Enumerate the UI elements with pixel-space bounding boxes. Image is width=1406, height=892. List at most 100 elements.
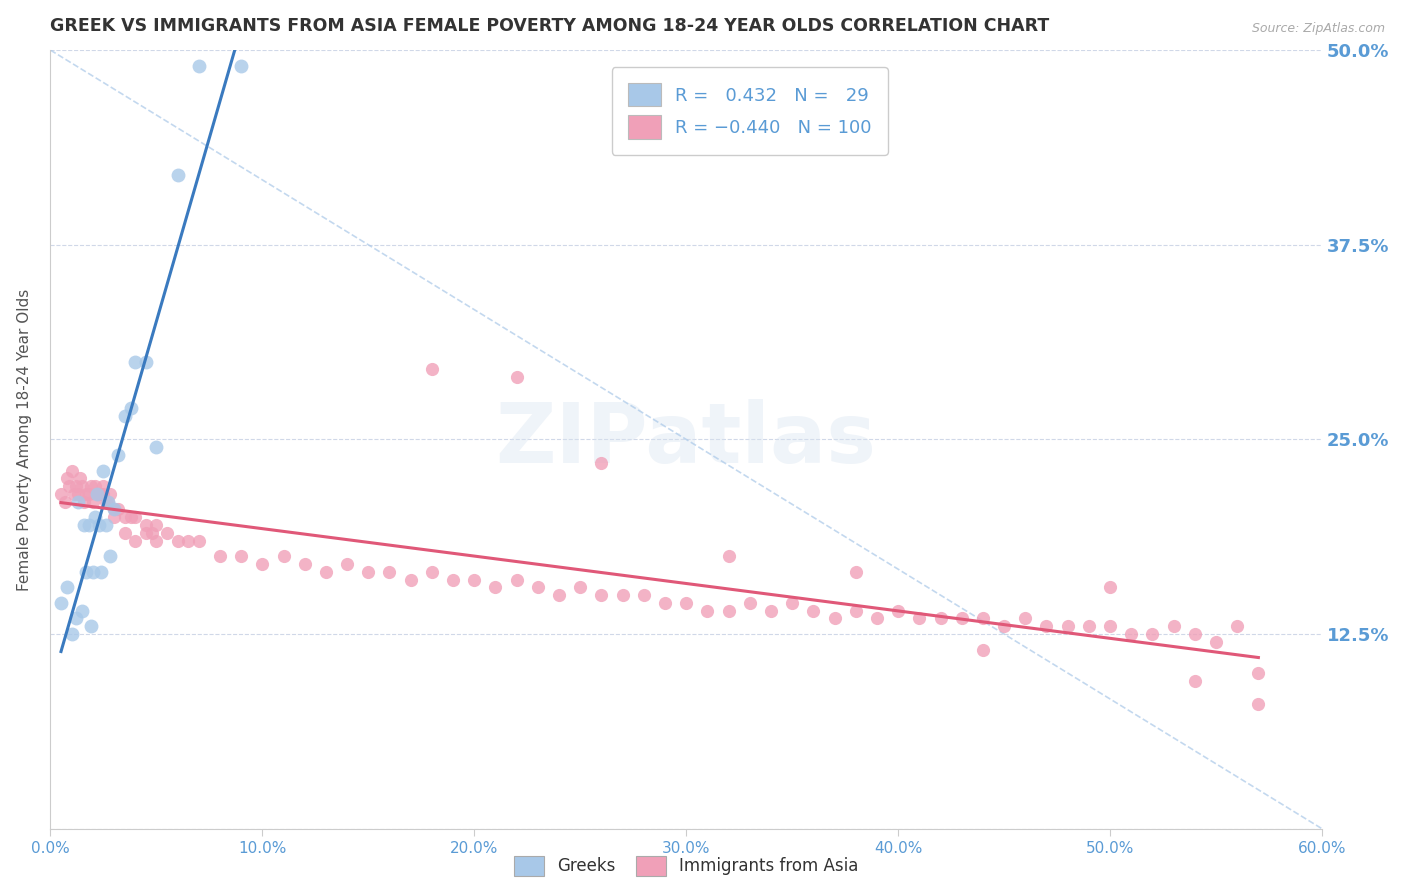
- Point: [591, 588, 613, 602]
- Point: [972, 611, 994, 625]
- Point: [135, 518, 157, 533]
- Point: [675, 596, 697, 610]
- Point: [231, 549, 253, 564]
- Point: [1099, 619, 1122, 633]
- Point: [97, 494, 120, 508]
- Point: [120, 401, 142, 416]
- Point: [336, 557, 359, 571]
- Point: [49, 596, 72, 610]
- Point: [90, 565, 112, 579]
- Point: [65, 479, 87, 493]
- Point: [759, 604, 782, 618]
- Point: [780, 596, 803, 610]
- Point: [993, 619, 1015, 633]
- Point: [124, 533, 146, 548]
- Point: [70, 604, 93, 618]
- Point: [73, 494, 96, 508]
- Point: [103, 502, 125, 516]
- Point: [166, 533, 188, 548]
- Point: [1163, 619, 1185, 633]
- Point: [58, 479, 80, 493]
- Point: [484, 580, 506, 594]
- Point: [107, 448, 129, 462]
- Point: [79, 619, 101, 633]
- Point: [1205, 635, 1227, 649]
- Point: [145, 533, 167, 548]
- Point: [696, 604, 718, 618]
- Point: [114, 525, 136, 540]
- Point: [1121, 627, 1143, 641]
- Point: [887, 604, 910, 618]
- Point: [66, 494, 89, 508]
- Point: [505, 573, 527, 587]
- Point: [950, 611, 973, 625]
- Point: [633, 588, 655, 602]
- Point: [107, 502, 129, 516]
- Point: [294, 557, 316, 571]
- Point: [1035, 619, 1057, 633]
- Point: [866, 611, 889, 625]
- Point: [84, 510, 107, 524]
- Point: [738, 596, 761, 610]
- Point: [399, 573, 422, 587]
- Point: [124, 510, 146, 524]
- Text: GREEK VS IMMIGRANTS FROM ASIA FEMALE POVERTY AMONG 18-24 YEAR OLDS CORRELATION C: GREEK VS IMMIGRANTS FROM ASIA FEMALE POV…: [51, 17, 1050, 35]
- Point: [1099, 580, 1122, 594]
- Point: [654, 596, 676, 610]
- Point: [548, 588, 571, 602]
- Point: [1056, 619, 1078, 633]
- Point: [824, 611, 846, 625]
- Point: [231, 59, 253, 73]
- Point: [378, 565, 401, 579]
- Point: [972, 642, 994, 657]
- Point: [166, 168, 188, 182]
- Point: [114, 409, 136, 423]
- Point: [187, 533, 209, 548]
- Point: [135, 354, 157, 368]
- Point: [208, 549, 231, 564]
- Point: [97, 494, 120, 508]
- Point: [124, 354, 146, 368]
- Point: [75, 565, 97, 579]
- Point: [845, 604, 868, 618]
- Point: [569, 580, 592, 594]
- Point: [77, 487, 100, 501]
- Text: Source: ZipAtlas.com: Source: ZipAtlas.com: [1251, 22, 1385, 36]
- Point: [89, 487, 111, 501]
- Point: [357, 565, 380, 579]
- Point: [89, 518, 111, 533]
- Point: [75, 487, 97, 501]
- Point: [103, 502, 125, 516]
- Point: [177, 533, 200, 548]
- Point: [82, 494, 104, 508]
- Point: [49, 487, 72, 501]
- Point: [53, 494, 76, 508]
- Point: [114, 510, 136, 524]
- Point: [94, 494, 117, 508]
- Point: [463, 573, 485, 587]
- Point: [612, 588, 634, 602]
- Point: [145, 518, 167, 533]
- Legend: Greeks, Immigrants from Asia: Greeks, Immigrants from Asia: [508, 849, 865, 883]
- Point: [1247, 697, 1270, 711]
- Point: [505, 370, 527, 384]
- Point: [273, 549, 295, 564]
- Point: [1247, 665, 1270, 680]
- Point: [65, 611, 87, 625]
- Point: [73, 518, 96, 533]
- Point: [62, 487, 84, 501]
- Point: [1226, 619, 1249, 633]
- Y-axis label: Female Poverty Among 18-24 Year Olds: Female Poverty Among 18-24 Year Olds: [17, 288, 32, 591]
- Point: [145, 440, 167, 454]
- Point: [717, 604, 740, 618]
- Point: [441, 573, 464, 587]
- Point: [56, 471, 79, 485]
- Point: [90, 487, 112, 501]
- Text: ZIPatlas: ZIPatlas: [496, 399, 877, 480]
- Point: [187, 59, 209, 73]
- Point: [1142, 627, 1164, 641]
- Point: [141, 525, 163, 540]
- Point: [1184, 627, 1206, 641]
- Point: [717, 549, 740, 564]
- Point: [86, 487, 108, 501]
